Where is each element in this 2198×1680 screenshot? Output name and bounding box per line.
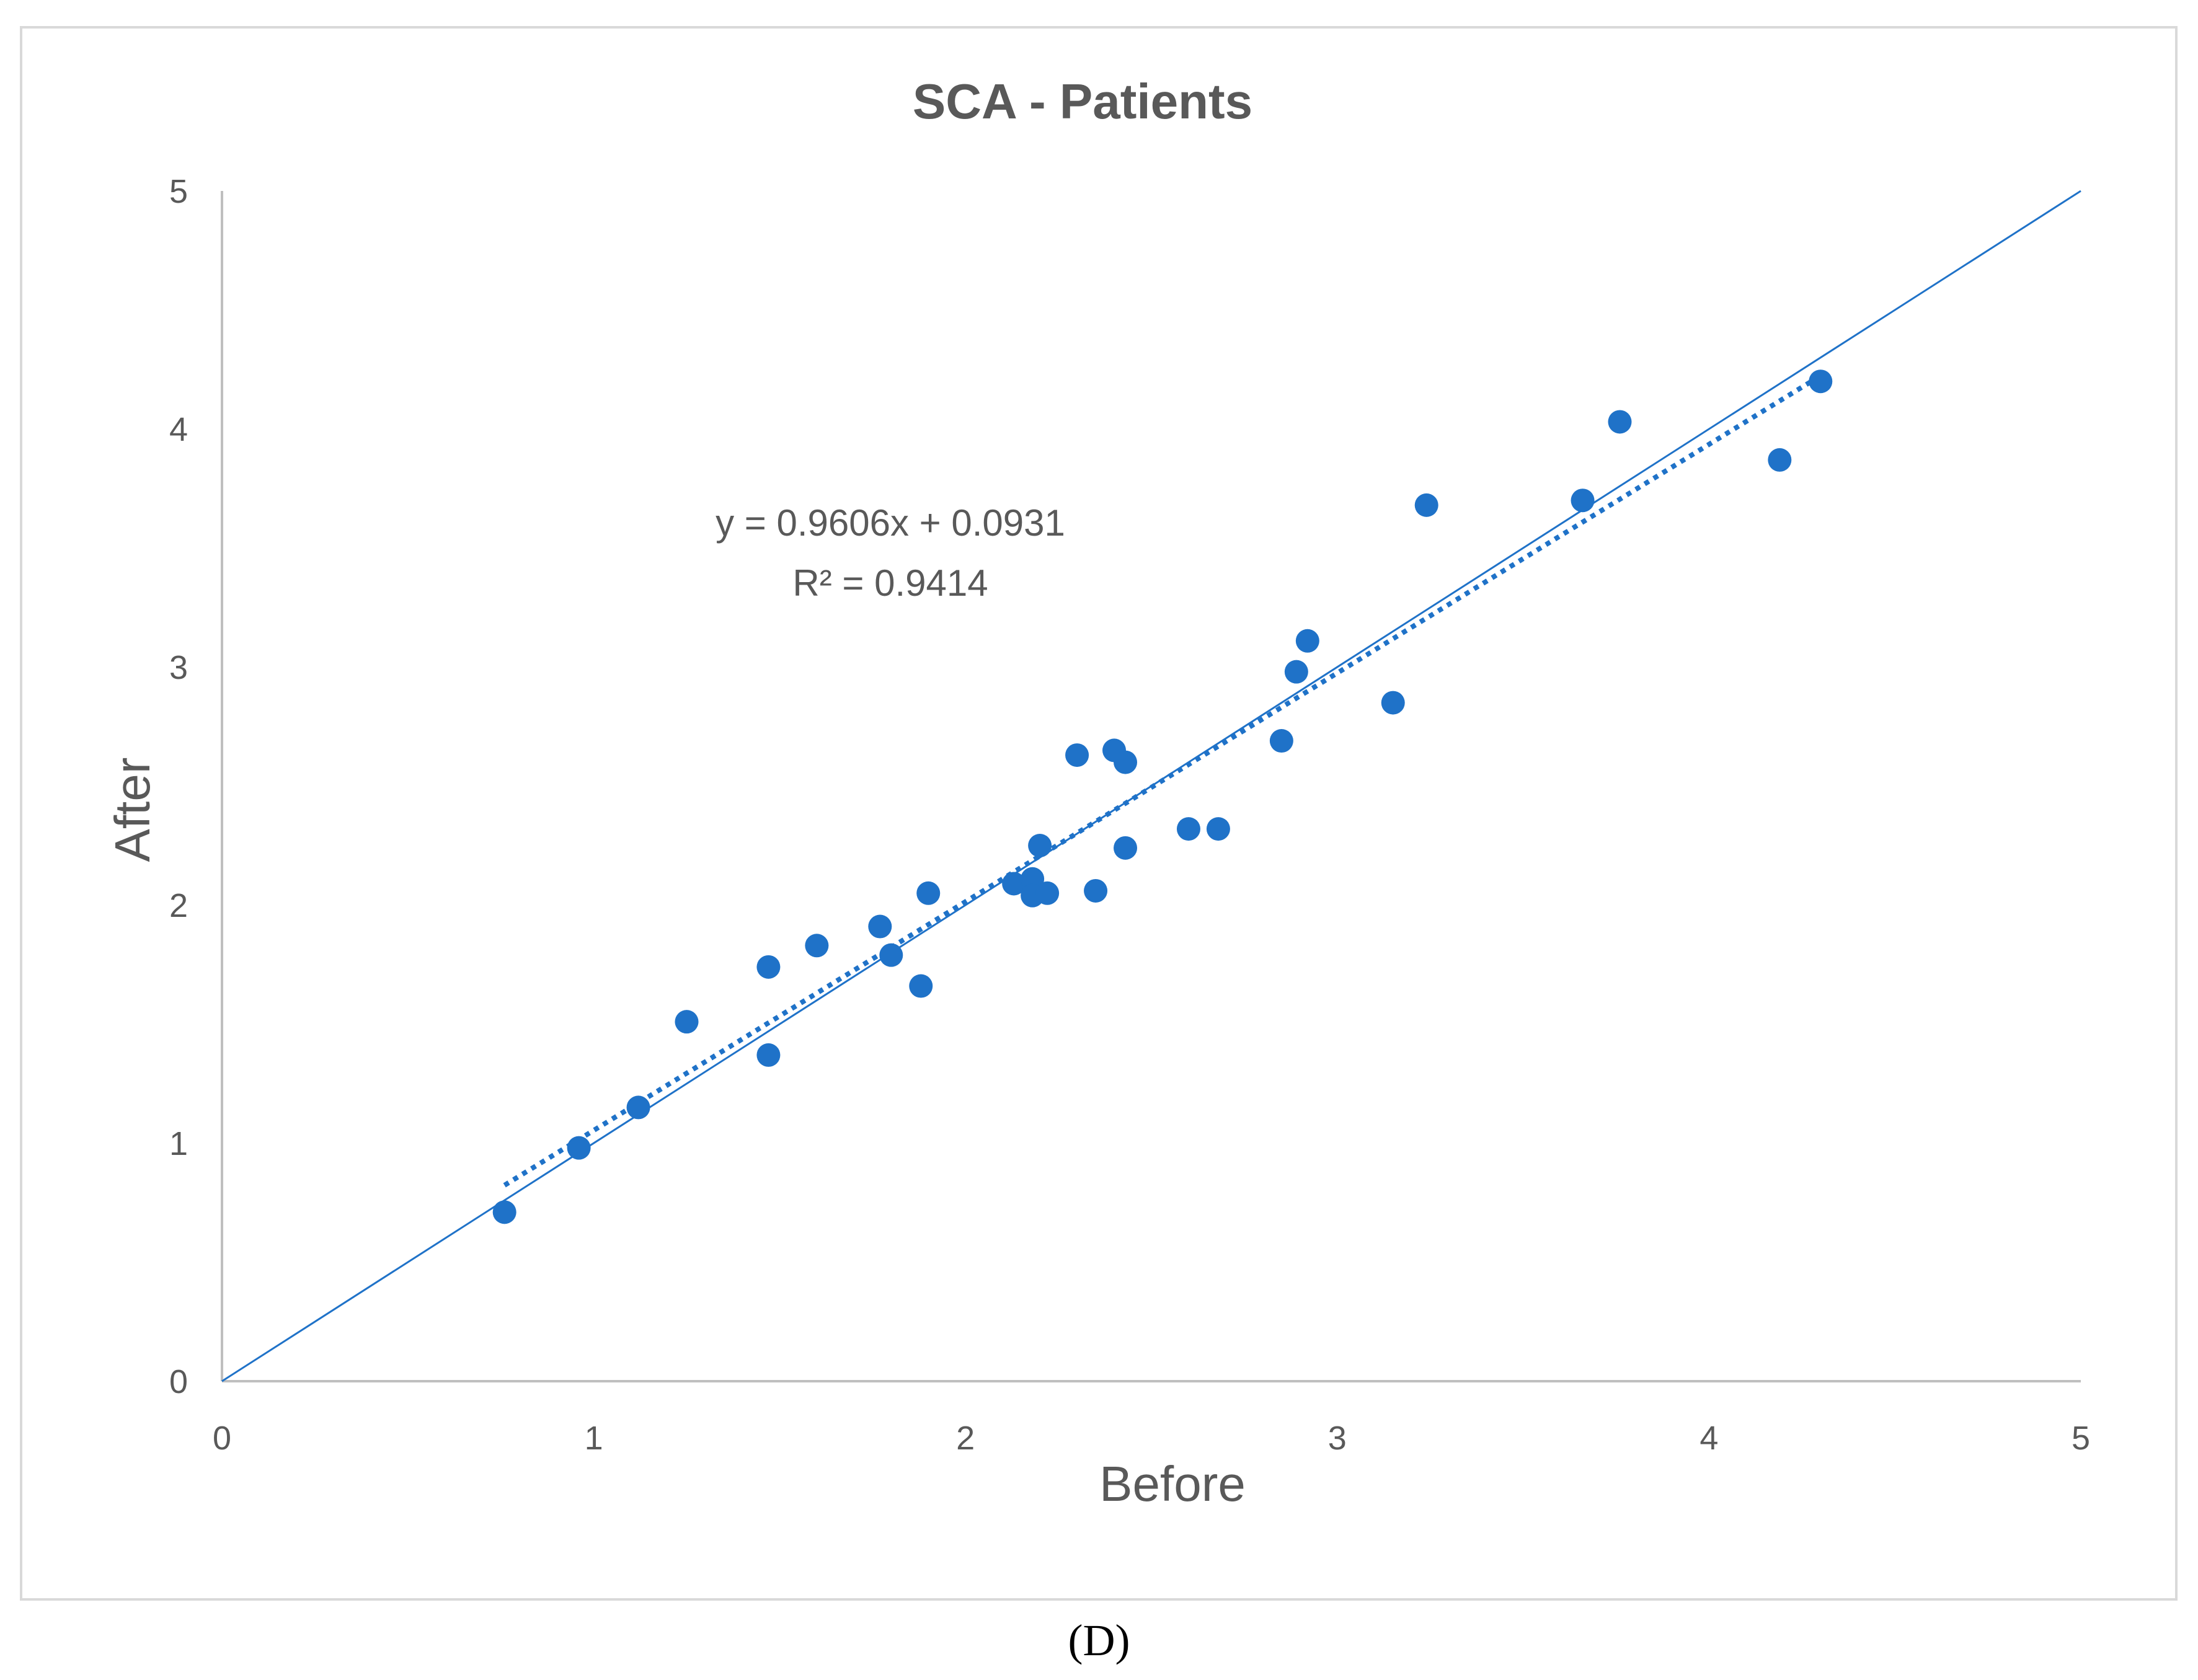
data-point [675, 1010, 699, 1034]
y-tick-label: 2 [169, 887, 188, 924]
data-point [1206, 817, 1230, 841]
data-point [1176, 817, 1200, 841]
x-tick-label: 1 [585, 1420, 603, 1457]
y-tick-label: 5 [169, 173, 188, 210]
data-point [1295, 629, 1319, 653]
x-tick-label: 3 [1328, 1420, 1347, 1457]
trendline-r-squared: R² = 0.9414 [792, 562, 988, 604]
data-point [909, 974, 933, 998]
chart-title: SCA - Patients [913, 74, 1252, 129]
x-tick-label: 5 [2072, 1420, 2090, 1457]
y-axis-title: After [105, 758, 160, 862]
data-point [492, 1200, 516, 1224]
data-point [756, 955, 781, 979]
panel-label: (D) [1068, 1616, 1130, 1665]
chart-frame: SCA - Patients 0 1 2 3 4 5 0 1 2 3 4 5 y = 0.9606x … [20, 26, 2178, 1601]
data-point [1084, 878, 1108, 903]
data-point [1608, 410, 1632, 434]
points-layer [492, 369, 1833, 1224]
data-point [1768, 448, 1792, 472]
axes-layer: 0 1 2 3 4 5 0 1 2 3 4 5 [169, 173, 2090, 1457]
data-point [567, 1136, 591, 1160]
data-point [1065, 743, 1089, 767]
trendline-equation: y = 0.9606x + 0.0931 [716, 502, 1065, 544]
x-tick-label: 0 [213, 1420, 231, 1457]
data-point [1284, 660, 1308, 684]
y-tick-label: 3 [169, 649, 188, 686]
data-point [1035, 881, 1060, 905]
data-point [1571, 489, 1595, 513]
data-point [1021, 867, 1045, 891]
trendline-layer [503, 373, 1822, 1188]
data-point [916, 881, 941, 905]
data-point [1809, 369, 1833, 394]
x-tick-label: 4 [1699, 1420, 1718, 1457]
chart-svg: SCA - Patients 0 1 2 3 4 5 0 1 2 3 4 5 y = 0.9606x … [105, 74, 2090, 1511]
data-point [626, 1095, 650, 1120]
trendline [503, 373, 1822, 1188]
y-tick-label: 1 [169, 1125, 188, 1162]
data-point [1114, 750, 1138, 774]
data-point [1002, 872, 1026, 896]
data-point [879, 943, 903, 967]
data-point [756, 1043, 781, 1067]
data-point [868, 914, 892, 939]
data-point [1114, 836, 1138, 860]
data-point [1414, 493, 1438, 517]
data-point [1381, 691, 1405, 715]
y-tick-label: 0 [169, 1363, 188, 1400]
x-tick-label: 2 [956, 1420, 975, 1457]
y-tick-label: 4 [169, 411, 188, 448]
data-point [805, 934, 829, 958]
x-axis-title: Before [1099, 1456, 1246, 1511]
data-point [1269, 729, 1293, 753]
data-point [1028, 834, 1052, 857]
